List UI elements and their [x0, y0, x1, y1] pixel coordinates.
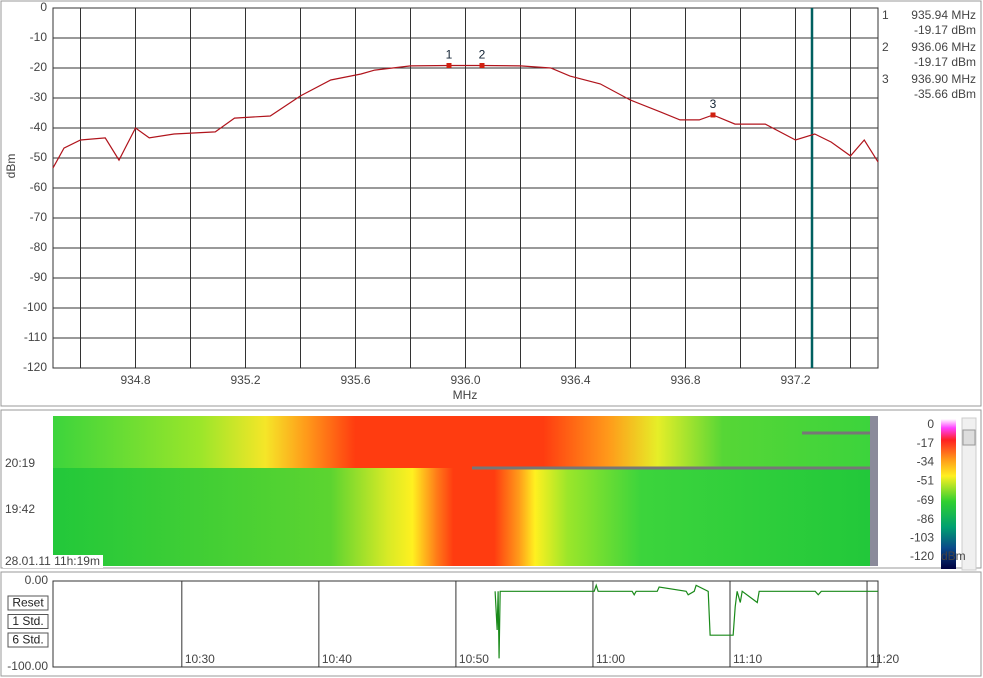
readout-index: 2 — [882, 40, 889, 54]
scale-tick-label: -34 — [917, 455, 935, 469]
history-frame — [52, 580, 879, 668]
x-tick-label: 935.6 — [340, 373, 370, 387]
marker-label: 1 — [446, 48, 453, 62]
x-tick-label: 935.2 — [230, 373, 260, 387]
y-tick-label: -50 — [30, 150, 48, 164]
readout-freq: 936.06 MHz — [911, 40, 976, 54]
x-tick-label: 937.2 — [780, 373, 810, 387]
y-tick-label: -40 — [30, 120, 48, 134]
marker — [479, 63, 485, 69]
button-label[interactable]: Reset — [12, 596, 44, 610]
x-tick-label: 10:40 — [322, 652, 352, 666]
readout-index: 3 — [882, 72, 889, 86]
y-tick-label: -100.00 — [7, 659, 48, 673]
y-tick-label: -90 — [30, 270, 48, 284]
x-tick-label: 11:00 — [596, 652, 625, 666]
scale-unit: dBm — [941, 549, 966, 563]
scale-tick-label: -120 — [910, 549, 934, 563]
spectrum-panel — [0, 0, 982, 407]
y-tick-label: -80 — [30, 240, 48, 254]
button-label[interactable]: 1 Std. — [12, 614, 43, 628]
scale-tick-label: -17 — [917, 436, 935, 450]
waterfall-band — [53, 468, 870, 566]
readout-freq: 935.94 MHz — [911, 8, 976, 22]
plot-frame — [52, 7, 879, 369]
y-tick-label: -100 — [23, 300, 47, 314]
marker — [446, 63, 452, 69]
y-tick-label: -30 — [30, 90, 48, 104]
y-axis-label: dBm — [4, 154, 18, 179]
y-tick-label: -110 — [24, 330, 47, 344]
y-tick-label: -120 — [23, 360, 47, 374]
x-tick-label: 936.4 — [560, 373, 590, 387]
scale-tick-label: -69 — [917, 493, 935, 507]
waterfall-band — [53, 416, 870, 468]
scale-tick-label: -51 — [917, 473, 935, 487]
y-tick-label: -70 — [30, 210, 48, 224]
x-tick-label: 936.8 — [670, 373, 700, 387]
scroll-thumb[interactable] — [962, 429, 976, 446]
y-tick-label: -10 — [30, 30, 48, 44]
history-panel — [0, 571, 982, 677]
timestamp: 28.01.11 11h:19m — [5, 554, 100, 568]
time-label: 20:19 — [5, 456, 35, 470]
x-tick-label: 10:50 — [459, 652, 489, 666]
x-tick-label: 11:20 — [870, 652, 899, 666]
x-tick-label: 11:10 — [733, 652, 762, 666]
readout-level: -35.66 dBm — [914, 87, 976, 101]
readout-freq: 936.90 MHz — [911, 72, 976, 86]
time-label: 19:42 — [5, 502, 35, 516]
x-tick-label: 936.0 — [450, 373, 480, 387]
x-axis-label: MHz — [453, 388, 478, 402]
scrollbar[interactable] — [961, 417, 977, 571]
button[interactable] — [7, 595, 49, 611]
y-tick-label: -20 — [30, 60, 48, 74]
y-tick-label: 0.00 — [25, 573, 49, 587]
button-label[interactable]: 6 Std. — [12, 633, 43, 647]
color-scale — [941, 419, 956, 569]
marker-label: 3 — [710, 97, 717, 111]
x-tick-label: 934.8 — [120, 373, 150, 387]
timestamp-bg — [3, 555, 103, 568]
button[interactable] — [7, 632, 49, 648]
readout-index: 1 — [882, 8, 889, 22]
readout-level: -19.17 dBm — [914, 23, 976, 37]
y-tick-label: -60 — [30, 180, 48, 194]
y-tick-label: 0 — [40, 0, 47, 14]
scale-tick-label: -86 — [917, 512, 935, 526]
readout-level: -19.17 dBm — [914, 55, 976, 69]
x-tick-label: 10:30 — [185, 652, 215, 666]
scale-tick-label: -103 — [910, 530, 934, 544]
button[interactable] — [7, 614, 49, 629]
marker-label: 2 — [479, 48, 486, 62]
marker — [710, 112, 716, 118]
history-line — [494, 583, 878, 659]
scale-tick-label: 0 — [927, 417, 934, 431]
waterfall-edge — [870, 416, 878, 566]
